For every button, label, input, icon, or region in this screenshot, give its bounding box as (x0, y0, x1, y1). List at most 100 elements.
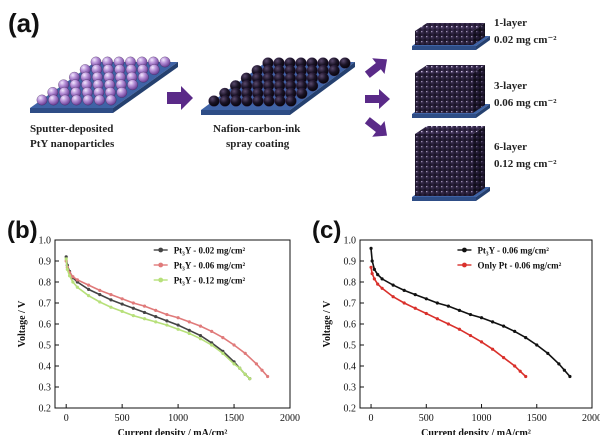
y-tick-label: 1.0 (39, 236, 52, 247)
coated-sphere (317, 72, 329, 84)
data-point (198, 324, 203, 328)
data-point (562, 368, 566, 372)
data-point (376, 273, 380, 277)
data-point (198, 333, 203, 338)
nanoparticle-sphere (116, 87, 128, 98)
y-axis-title: Voltage / V (322, 300, 333, 347)
y-tick-label: 0.7 (344, 299, 357, 310)
data-point (165, 323, 169, 327)
nanoparticle-sphere (36, 94, 48, 106)
legend-entry: Pt₃Y - 0.02 mg/cm² (174, 246, 246, 256)
process-arrow-right-icon (167, 86, 193, 110)
nanoparticle-sphere (148, 64, 160, 75)
coated-sphere (296, 87, 308, 99)
data-point (546, 351, 550, 355)
data-point (232, 343, 236, 347)
stack1-loading: 0.02 mg cm⁻² (494, 34, 557, 46)
coated-sphere (263, 95, 275, 107)
arrow-up-right-icon (364, 58, 388, 78)
x-tick-label: 0 (64, 413, 69, 424)
data-point (369, 246, 373, 250)
chart-c: (c) 0.2 0.3 0.4 0.5 0.6 0.7 0.8 0.9 1.0 0 500 1000 15… (312, 217, 600, 435)
data-point (131, 306, 135, 310)
data-point (98, 293, 102, 297)
legend-entry: Only Pt - 0.06 mg/cm² (477, 261, 561, 271)
y-tick-label: 0.6 (344, 320, 357, 331)
data-point (535, 343, 539, 347)
coated-sphere (219, 95, 231, 107)
data-point (71, 280, 75, 284)
y-tick-label: 0.5 (344, 341, 357, 352)
data-point (468, 312, 473, 317)
x-tick-label: 1000 (168, 413, 188, 424)
data-point (86, 283, 91, 287)
panel-a-schematic: (a) Sputter-deposited PtY nanoparticles … (8, 8, 557, 201)
data-point (75, 278, 79, 282)
spray-coated-substrate (201, 57, 355, 115)
coated-sphere (328, 65, 340, 77)
x-tick-label: 0 (369, 413, 374, 424)
data-point (524, 336, 528, 340)
data-point (64, 257, 68, 261)
y-tick-label: 0.9 (344, 257, 357, 268)
data-point (165, 319, 169, 323)
data-point (372, 267, 376, 271)
data-point (402, 288, 406, 292)
data-point (154, 308, 158, 312)
data-point (513, 364, 517, 368)
data-point (98, 300, 102, 304)
data-point (86, 287, 91, 291)
data-point (154, 315, 158, 319)
data-point (176, 323, 180, 327)
substrate-front (30, 108, 113, 113)
output-arrows (364, 58, 390, 137)
data-point (402, 301, 406, 305)
data-point (210, 343, 214, 347)
stack-substrate-front (412, 46, 476, 50)
data-point (120, 302, 124, 306)
data-point (372, 277, 376, 281)
x-tick-label: 1500 (224, 413, 244, 424)
data-point (131, 301, 135, 305)
nanoparticle-sphere (48, 94, 59, 106)
data-point (502, 356, 506, 360)
data-point (446, 322, 450, 326)
panel-label: (b) (7, 217, 38, 244)
y-tick-label: 0.4 (39, 362, 52, 373)
data-point (380, 286, 384, 290)
coated-sphere (285, 95, 297, 107)
data-point (435, 301, 439, 305)
data-point (370, 259, 374, 263)
data-point (142, 310, 147, 315)
x-tick-label: 1500 (527, 413, 547, 424)
nanoparticle-sphere (105, 94, 117, 106)
data-point (238, 366, 242, 370)
data-point (109, 298, 113, 302)
data-point (479, 340, 484, 344)
data-point (468, 333, 473, 338)
data-point (490, 347, 495, 351)
data-point (154, 320, 158, 324)
stack-block-side (473, 126, 485, 196)
data-point (557, 362, 561, 366)
panel-label: (c) (312, 217, 341, 244)
data-point (187, 328, 191, 332)
stack1-title: 1-layer (494, 17, 527, 29)
data-point (98, 288, 102, 292)
stack2-title: 3-layer (494, 80, 527, 92)
coated-sphere (208, 95, 220, 107)
data-point (490, 320, 495, 324)
data-point (187, 320, 191, 324)
nanoparticle-sphere (59, 94, 71, 106)
series-0 (369, 246, 572, 379)
stack-block-front (415, 134, 473, 196)
data-point (457, 308, 462, 312)
data-point (198, 337, 203, 341)
stack-substrate-side (476, 104, 490, 118)
data-point (176, 316, 180, 320)
data-point (391, 283, 395, 287)
sputtered-nanoparticle-substrate (30, 56, 178, 113)
data-point (109, 293, 113, 297)
nanoparticle-sphere (127, 79, 138, 91)
